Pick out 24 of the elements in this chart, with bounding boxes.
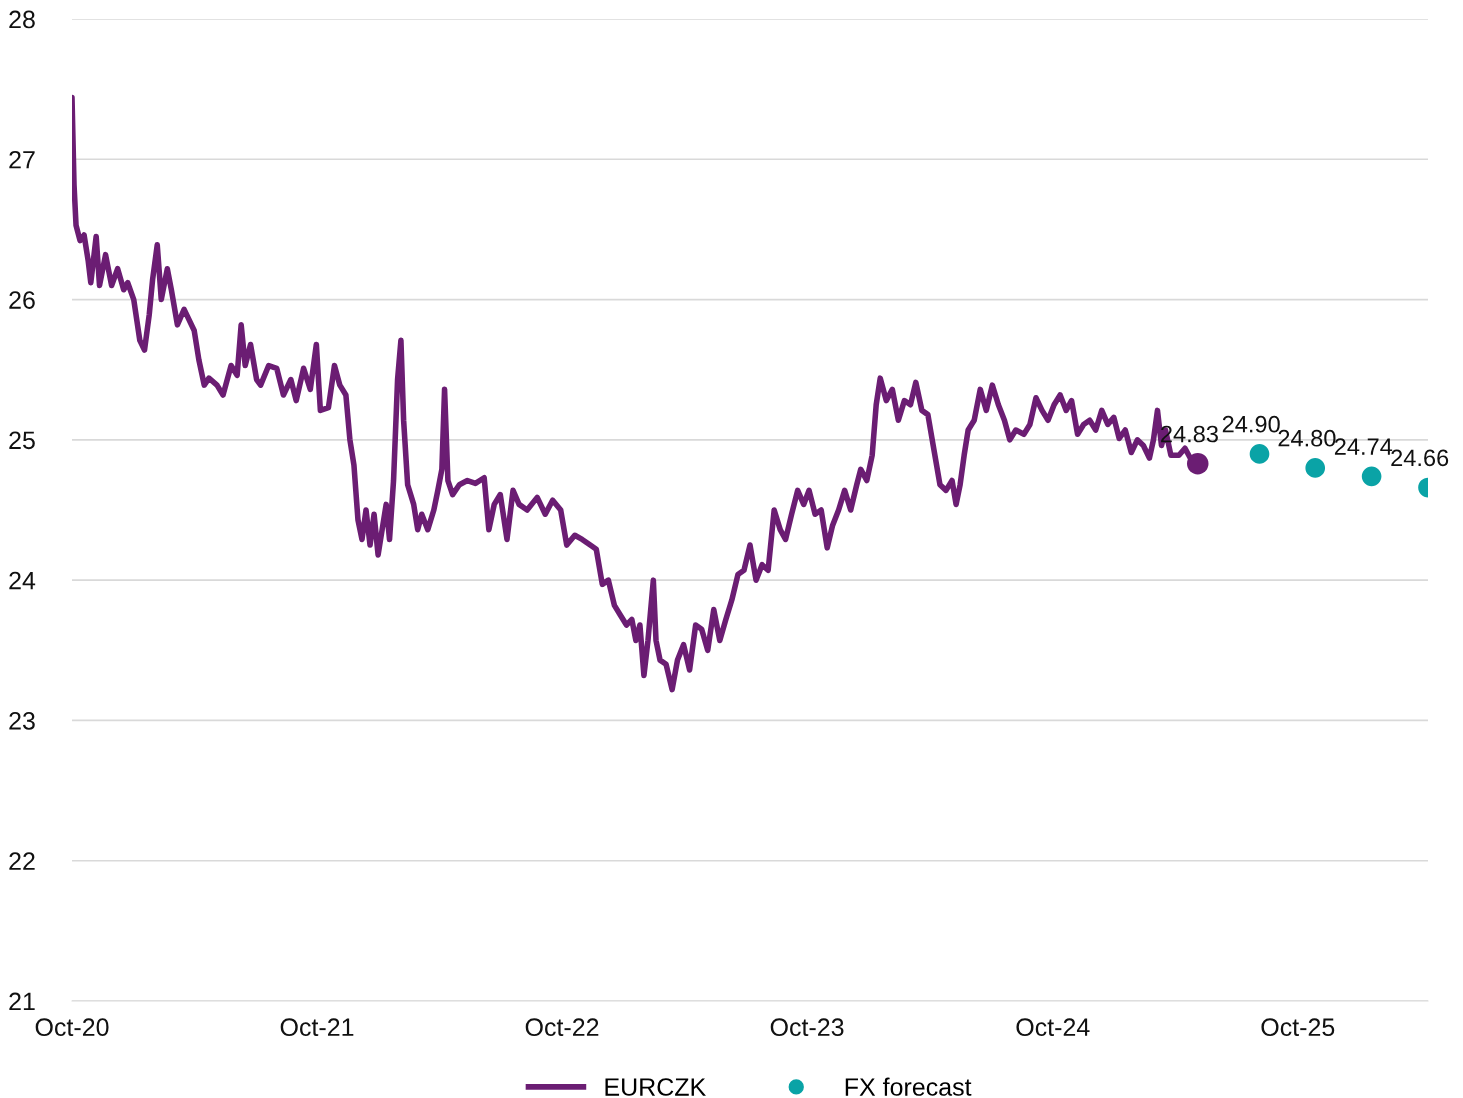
point (1361, 466, 1382, 487)
y-tick-label: 26 (9, 291, 35, 309)
y-tick-label: 25 (9, 431, 35, 450)
y-tick-label: 24 (9, 571, 36, 590)
x-tick-label: Oct-22 (525, 1018, 599, 1037)
point (1305, 458, 1326, 478)
data-label: 24.90 (1222, 415, 1280, 433)
y-tick-label: 27 (9, 150, 35, 169)
y-tick-label: 28 (9, 10, 35, 29)
data-label: 24.66 (1391, 449, 1449, 467)
x-tick-label: Oct-21 (280, 1018, 354, 1037)
y-tick-label: 21 (9, 992, 35, 1011)
point (1249, 444, 1270, 464)
data-label: 24.74 (1334, 438, 1393, 455)
x-tick-label: Oct-24 (1016, 1018, 1090, 1037)
point (1186, 452, 1209, 475)
y-tick-label: 22 (9, 852, 35, 870)
x-tick-label: Oct-23 (770, 1018, 844, 1037)
legend-label: EURCZK (605, 1078, 706, 1096)
x-tick-label: Oct-20 (35, 1018, 109, 1037)
legend-label: FX forecast (845, 1077, 972, 1096)
y-tick-label: 23 (9, 712, 35, 730)
x-tick-label: Oct-25 (1261, 1018, 1335, 1037)
data-label: 24.80 (1278, 429, 1336, 447)
